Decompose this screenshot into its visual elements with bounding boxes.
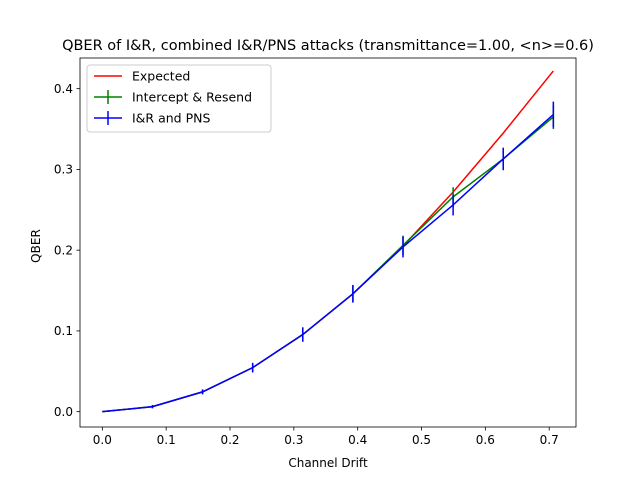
x-tick-label: 0.4 [348, 433, 367, 447]
legend-item: I&R and PNS [94, 111, 210, 126]
y-axis-label: QBER [29, 229, 43, 263]
y-tick-label: 0.2 [54, 243, 73, 257]
plot-frame [79, 57, 577, 428]
y-tick-label: 0.3 [54, 163, 73, 177]
series-1 [102, 104, 555, 413]
x-tick-label: 0.7 [540, 433, 559, 447]
chart-title: QBER of I&R, combined I&R/PNS attacks (t… [62, 38, 594, 54]
x-tick-label: 0.6 [476, 433, 495, 447]
legend-label: Intercept & Resend [132, 90, 252, 105]
legend-label: I&R and PNS [132, 111, 210, 126]
x-tick-label: 0.1 [157, 433, 176, 447]
series-2 [102, 101, 555, 413]
legend-item: Intercept & Resend [94, 90, 252, 105]
y-tick-label: 0.1 [54, 324, 73, 338]
plot-area [79, 57, 577, 428]
x-axis-label: Channel Drift [288, 456, 368, 470]
y-tick-label: 0.0 [54, 405, 73, 419]
series-line [102, 116, 554, 413]
legend-box [86, 64, 272, 133]
legend-label: Expected [132, 69, 190, 84]
legend: Expected Intercept & Resend I&R and PNS [86, 64, 272, 133]
x-tick-label: 0.5 [412, 433, 431, 447]
y-axis: 0.0 0.1 0.2 0.3 0.4 [54, 82, 80, 419]
series-line [102, 113, 554, 413]
x-tick-label: 0.2 [220, 433, 239, 447]
x-axis: 0.0 0.1 0.2 0.3 0.4 0.5 0.6 0.7 [93, 427, 559, 447]
x-tick-label: 0.3 [284, 433, 303, 447]
legend-item: Expected [94, 69, 190, 84]
y-tick-label: 0.4 [54, 82, 73, 96]
x-tick-label: 0.0 [93, 433, 112, 447]
